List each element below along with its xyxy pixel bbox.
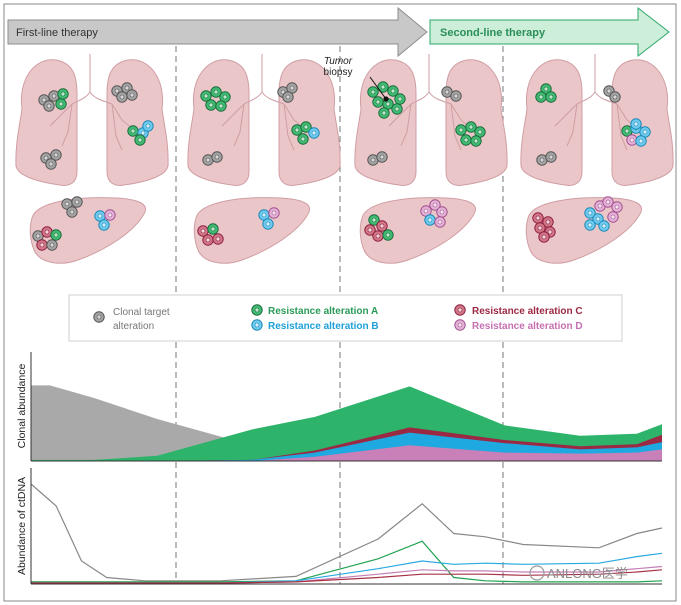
line-resistance-c [31, 569, 663, 584]
watermark-text: ANLONG医学 [547, 566, 628, 581]
panel-1-liver [29, 196, 147, 264]
first-line-therapy-arrow [7, 6, 428, 58]
panel-border [3, 3, 677, 602]
first-line-therapy-label: First-line therapy [16, 27, 98, 39]
legend-resistance-c-label: Resistance alteration C [472, 306, 583, 317]
timepoint-dividers [175, 46, 504, 584]
watermark: ANLONG医学 [529, 565, 628, 581]
legend-resistance-d-label: Resistance alteration D [472, 321, 583, 332]
legend-clonal-target-line1: Clonal target [113, 307, 170, 318]
area-clonal-target [31, 385, 662, 461]
legend-resistance-d-icon [454, 319, 466, 331]
clonal-abundance-axis-label: Clonal abundance [16, 364, 28, 449]
legend-resistance-a-label: Resistance alteration A [268, 306, 378, 317]
line-resistance-a [31, 540, 663, 583]
legend-resistance-b-icon [251, 319, 263, 331]
legend-clonal-target-line2: alteration [113, 321, 154, 332]
legend-resistance-a-icon [251, 304, 263, 316]
biopsy-pointer [369, 76, 387, 100]
panel-3-liver [359, 197, 477, 264]
tumor-label: Tumor [324, 56, 353, 67]
biopsy-label: biopsy [324, 67, 353, 78]
clonal-abundance-chart [31, 385, 662, 461]
legend-resistance-c-icon [454, 304, 466, 316]
second-line-therapy-arrow [429, 6, 670, 58]
ctdna-abundance-chart [30, 483, 663, 584]
legend-box [68, 294, 623, 342]
legend-clonal-target-icon [93, 311, 105, 323]
panel-4-liver [525, 196, 643, 264]
area-resistance-d [31, 445, 662, 461]
panel-1-lungs [15, 53, 169, 186]
panel-3-lungs [354, 53, 508, 186]
ctdna-axis-label: Abundance of ctDNA [16, 477, 28, 575]
panel-4-lungs [520, 53, 674, 186]
panel-2-lungs [187, 53, 341, 186]
legend-resistance-b-label: Resistance alteration B [268, 321, 379, 332]
second-line-therapy-label: Second-line therapy [440, 27, 546, 39]
line-total-ctdna [30, 483, 663, 582]
panel-2-liver [193, 197, 311, 264]
watermark-icon [529, 565, 545, 581]
